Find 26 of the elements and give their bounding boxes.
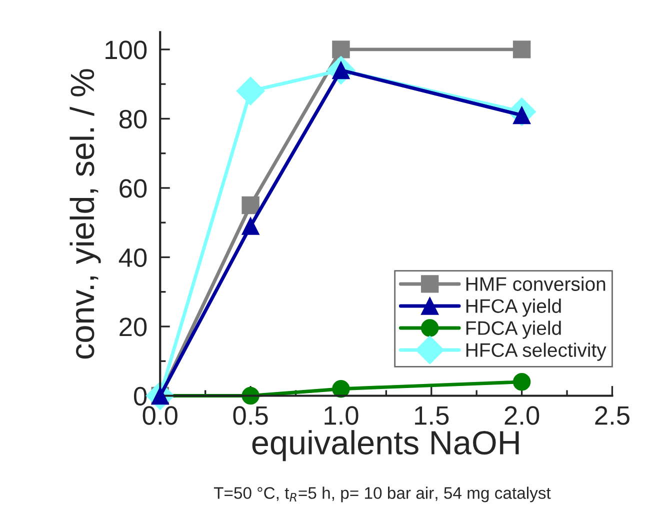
y-tick-label: 20 xyxy=(120,318,147,336)
x-tick-label: 2.5 xyxy=(595,406,630,425)
point xyxy=(242,196,260,214)
x-tick-label: 1.0 xyxy=(324,406,358,425)
point xyxy=(332,380,350,398)
y-tick-label: 80 xyxy=(119,110,147,129)
x-tick-label: 2.0 xyxy=(504,406,540,425)
y-axis-title: conv., yield, sel. / % xyxy=(70,69,101,359)
point xyxy=(236,76,265,106)
point xyxy=(512,40,531,58)
x-tick-label: 0.0 xyxy=(142,406,178,425)
x-tick-label: 1.5 xyxy=(415,406,449,425)
x-tick-label: 0.5 xyxy=(233,406,268,425)
y-tick-label: 60 xyxy=(120,179,147,198)
y-tick-label: 100 xyxy=(106,40,147,60)
point xyxy=(242,217,260,235)
legend-label: HFCA yield xyxy=(466,298,561,317)
point xyxy=(332,40,350,58)
y-tick-label: 0 xyxy=(134,386,147,406)
x-axis-title: equivalents NaOH xyxy=(252,430,519,462)
legend-label: HMF conversion xyxy=(466,276,606,291)
point xyxy=(512,373,531,391)
text: T=50 °C, t$_{R}$=5 h, p= 10 bar air, 54 mg catalyst xyxy=(214,486,551,502)
legend-label: HFCA selectivity xyxy=(466,342,606,361)
legend-label: FDCA yield xyxy=(466,320,561,339)
y-tick-label: 40 xyxy=(118,248,147,268)
